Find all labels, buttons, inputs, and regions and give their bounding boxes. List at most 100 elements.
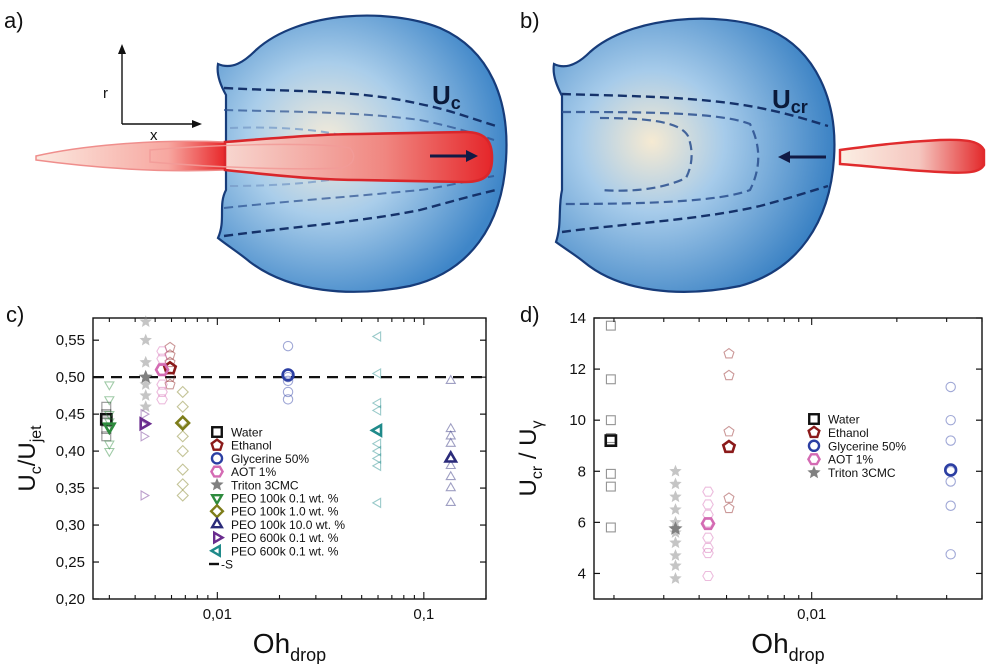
jet-b bbox=[840, 140, 984, 173]
panel-c: c) 0,200,250,300,350,400,450,500,550,01 0… bbox=[6, 302, 486, 664]
y-tick-label: 4 bbox=[578, 565, 586, 582]
data-point-raw bbox=[724, 370, 734, 379]
data-point-raw bbox=[670, 560, 681, 570]
plot-frame bbox=[594, 318, 982, 599]
legend-label: PEO 600k 0.1 wt. % bbox=[231, 544, 339, 558]
series-8 bbox=[141, 410, 150, 500]
data-point-raw bbox=[446, 472, 455, 480]
y-tick-label: 0,55 bbox=[56, 332, 85, 349]
data-point-raw bbox=[177, 479, 188, 490]
x-axis-title: Ohdrop bbox=[751, 628, 824, 664]
data-point-raw bbox=[703, 533, 713, 542]
legend-marker bbox=[211, 479, 223, 490]
data-point-raw bbox=[724, 493, 734, 502]
legend: WaterEthanolGlycerine 50%AOT 1%Triton 3C… bbox=[808, 413, 906, 481]
legend-marker bbox=[211, 467, 222, 477]
legend-marker bbox=[212, 453, 222, 463]
series-3 bbox=[702, 487, 714, 580]
series-7 bbox=[446, 376, 456, 506]
data-point-raw bbox=[724, 503, 734, 512]
y-axis-title: Uc/Ujet bbox=[14, 425, 45, 492]
panel-a-label: a) bbox=[4, 8, 24, 33]
series-6 bbox=[176, 386, 189, 500]
data-point-raw bbox=[177, 464, 188, 475]
chart-c: 0,20 0,25 0,30 0,35 0,40 0,45 0,50 0,55 0,01 0,1 O… bbox=[14, 316, 486, 664]
legend-label: AOT 1% bbox=[828, 453, 873, 467]
data-point-raw bbox=[283, 387, 292, 396]
legend-label: Glycerine 50% bbox=[828, 439, 906, 453]
y-tick-label: 0,30 bbox=[56, 517, 85, 534]
panel-c-label: c) bbox=[6, 302, 24, 327]
legend-label: PEO 100k 0.1 wt. % bbox=[231, 492, 339, 506]
series-5 bbox=[104, 382, 114, 456]
legend-label: Glycerine 50% bbox=[231, 452, 309, 466]
data-point-raw bbox=[606, 375, 615, 384]
data-point-raw bbox=[703, 500, 713, 509]
y-tick-label: 0,40 bbox=[56, 443, 85, 460]
legend-label: -S bbox=[221, 558, 233, 572]
legend-marker bbox=[809, 414, 819, 424]
axes-indicator: r x bbox=[103, 44, 202, 144]
y-tick-label: 10 bbox=[569, 412, 586, 429]
y-tick-label: 0,20 bbox=[56, 591, 85, 608]
data-point-raw bbox=[140, 334, 151, 344]
legend-marker bbox=[211, 546, 219, 556]
data-point-raw bbox=[670, 573, 681, 583]
data-point-raw bbox=[105, 382, 114, 390]
legend-marker bbox=[212, 519, 222, 527]
legend-label: Triton 3CMC bbox=[828, 466, 896, 480]
y-tick-label: 0,35 bbox=[56, 480, 85, 497]
y-tick-label: 6 bbox=[578, 514, 586, 531]
series-4 bbox=[669, 466, 682, 584]
data-point-mean bbox=[141, 419, 150, 429]
data-point-raw bbox=[946, 477, 955, 486]
legend-label: Water bbox=[828, 413, 860, 427]
data-point-raw bbox=[946, 416, 955, 425]
data-point-raw bbox=[670, 504, 681, 514]
data-point-mean bbox=[723, 441, 734, 452]
y-tick-label: 12 bbox=[569, 361, 586, 378]
legend-label: PEO 100k 1.0 wt. % bbox=[231, 505, 339, 519]
y-tick-label: 0,25 bbox=[56, 554, 85, 571]
data-point-raw bbox=[703, 487, 713, 496]
panel-d-label: d) bbox=[520, 302, 540, 327]
y-axis-title: Ucr / Uγ bbox=[515, 420, 546, 496]
data-point-raw bbox=[446, 439, 455, 447]
legend-label: Water bbox=[231, 426, 263, 440]
legend-marker bbox=[212, 440, 223, 450]
data-point-raw bbox=[446, 483, 455, 491]
panel-a: a) r x Uc bbox=[4, 8, 506, 292]
y-tick-label: 0,45 bbox=[56, 406, 85, 423]
series-2 bbox=[283, 341, 294, 404]
legend-marker bbox=[808, 454, 819, 464]
y-tick-label: 14 bbox=[569, 310, 586, 327]
data-point-raw bbox=[606, 523, 615, 532]
legend-marker bbox=[809, 441, 819, 451]
data-point-raw bbox=[606, 416, 615, 425]
data-point-raw bbox=[724, 426, 734, 435]
data-point-raw bbox=[606, 469, 615, 478]
legend-label: Triton 3CMC bbox=[231, 478, 299, 492]
series-1 bbox=[723, 349, 734, 513]
data-point-raw bbox=[670, 478, 681, 488]
legend-label: PEO 600k 0.1 wt. % bbox=[231, 531, 339, 545]
y-tick-label: 8 bbox=[578, 463, 586, 480]
legend-label: Ethanol bbox=[828, 426, 869, 440]
data-point-raw bbox=[140, 390, 151, 400]
y-tick-label: 0,50 bbox=[56, 369, 85, 386]
series-9 bbox=[372, 332, 381, 507]
legend-marker bbox=[809, 427, 820, 437]
legend-marker bbox=[212, 495, 222, 503]
axis-r-label: r bbox=[103, 85, 108, 102]
legend-marker bbox=[212, 427, 222, 437]
data-point-raw bbox=[140, 357, 151, 367]
data-point-raw bbox=[177, 401, 188, 412]
drop-b bbox=[554, 19, 835, 292]
data-point-mean bbox=[372, 425, 381, 435]
legend-label: Ethanol bbox=[231, 439, 272, 453]
panel-b: b) Ucr bbox=[520, 8, 984, 292]
data-point-raw bbox=[177, 386, 188, 397]
panel-b-label: b) bbox=[520, 8, 540, 33]
data-point-raw bbox=[606, 482, 615, 491]
